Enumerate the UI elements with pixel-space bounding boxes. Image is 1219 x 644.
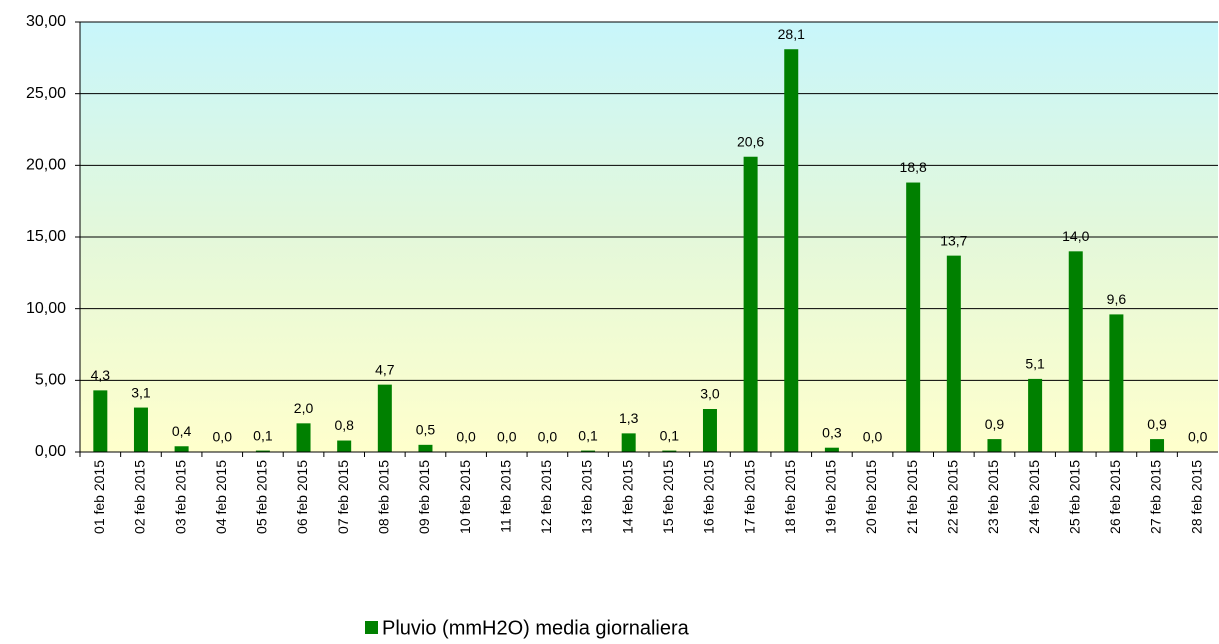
x-tick-label: 13 feb 2015 [579,460,595,534]
x-tick-label: 18 feb 2015 [782,460,798,534]
x-tick-label: 03 feb 2015 [172,460,188,534]
x-tick-label: 05 feb 2015 [254,460,270,534]
bar [1028,378,1043,452]
bar [906,182,921,453]
data-label: 4,3 [91,367,111,383]
x-tick-label: 14 feb 2015 [619,460,635,534]
x-tick-label: 12 feb 2015 [538,460,554,534]
data-label: 0,1 [578,427,598,443]
bar [1109,314,1124,452]
data-label: 0,0 [1188,429,1208,445]
x-tick-label: 26 feb 2015 [1107,460,1123,534]
bar [174,446,189,452]
x-tick-label: 07 feb 2015 [335,460,351,534]
x-tick-label: 24 feb 2015 [1026,460,1042,534]
bar [133,407,148,452]
data-label: 1,3 [619,410,639,426]
y-tick-label: 10,00 [26,300,66,317]
x-tick-label: 21 feb 2015 [904,460,920,534]
y-tick-label: 15,00 [26,228,66,245]
data-label: 0,9 [1147,416,1167,432]
x-tick-label: 04 feb 2015 [213,460,229,534]
bar [621,433,636,452]
bar [337,440,352,452]
bar [702,409,717,452]
bar [784,49,799,452]
x-tick-label: 11 feb 2015 [497,460,513,533]
bar [824,447,839,452]
x-tick-label: 01 feb 2015 [91,460,107,534]
data-label: 5,1 [1025,356,1045,372]
data-label: 4,7 [375,361,395,377]
bar [93,390,108,452]
data-label: 2,0 [294,400,314,416]
y-tick-label: 20,00 [26,157,66,174]
x-tick-label: 08 feb 2015 [376,460,392,534]
data-label: 3,0 [700,386,720,402]
data-label: 0,0 [213,429,233,445]
data-label: 13,7 [940,232,967,248]
y-tick-label: 5,00 [35,372,66,389]
x-tick-label: 22 feb 2015 [945,460,961,534]
data-label: 0,9 [985,416,1005,432]
data-label: 18,8 [900,159,927,175]
data-label: 0,0 [538,429,558,445]
x-tick-label: 15 feb 2015 [660,460,676,534]
bar [1150,439,1165,452]
data-label: 0,0 [497,429,517,445]
x-tick-label: 20 feb 2015 [863,460,879,534]
x-tick-label: 17 feb 2015 [741,460,757,534]
x-tick-label: 27 feb 2015 [1148,460,1164,534]
x-tick-label: 19 feb 2015 [823,460,839,534]
data-label: 28,1 [778,26,805,42]
x-tick-label: 06 feb 2015 [294,460,310,534]
x-tick-label: 10 feb 2015 [457,460,473,534]
data-label: 0,0 [456,429,476,445]
bar [946,255,961,452]
bar [1068,251,1083,452]
x-tick-label: 23 feb 2015 [985,460,1001,534]
bar [581,450,596,452]
bar [377,384,392,452]
data-label: 0,3 [822,424,842,440]
x-tick-label: 16 feb 2015 [701,460,717,534]
bar [743,156,758,452]
data-label: 0,0 [863,429,883,445]
data-label: 0,4 [172,423,192,439]
y-tick-label: 0,00 [35,443,66,460]
x-tick-label: 02 feb 2015 [132,460,148,534]
data-label: 20,6 [737,133,764,149]
data-label: 9,6 [1107,291,1127,307]
data-label: 0,1 [660,427,680,443]
x-tick-label: 28 feb 2015 [1188,460,1204,534]
y-tick-label: 25,00 [26,85,66,102]
bar [418,444,433,452]
bar [662,450,677,452]
x-tick-label: 25 feb 2015 [1066,460,1082,534]
data-label: 0,8 [334,417,354,433]
bar [296,423,311,452]
bar [987,439,1002,452]
data-label: 0,1 [253,427,273,443]
legend-label: Pluvio (mmH2O) media giornaliera [382,617,690,639]
data-label: 0,5 [416,422,436,438]
bar [255,450,270,452]
y-tick-label: 30,00 [26,13,66,30]
x-tick-label: 09 feb 2015 [416,460,432,534]
data-label: 14,0 [1062,228,1089,244]
data-label: 3,1 [131,384,151,400]
legend-swatch [365,621,378,634]
